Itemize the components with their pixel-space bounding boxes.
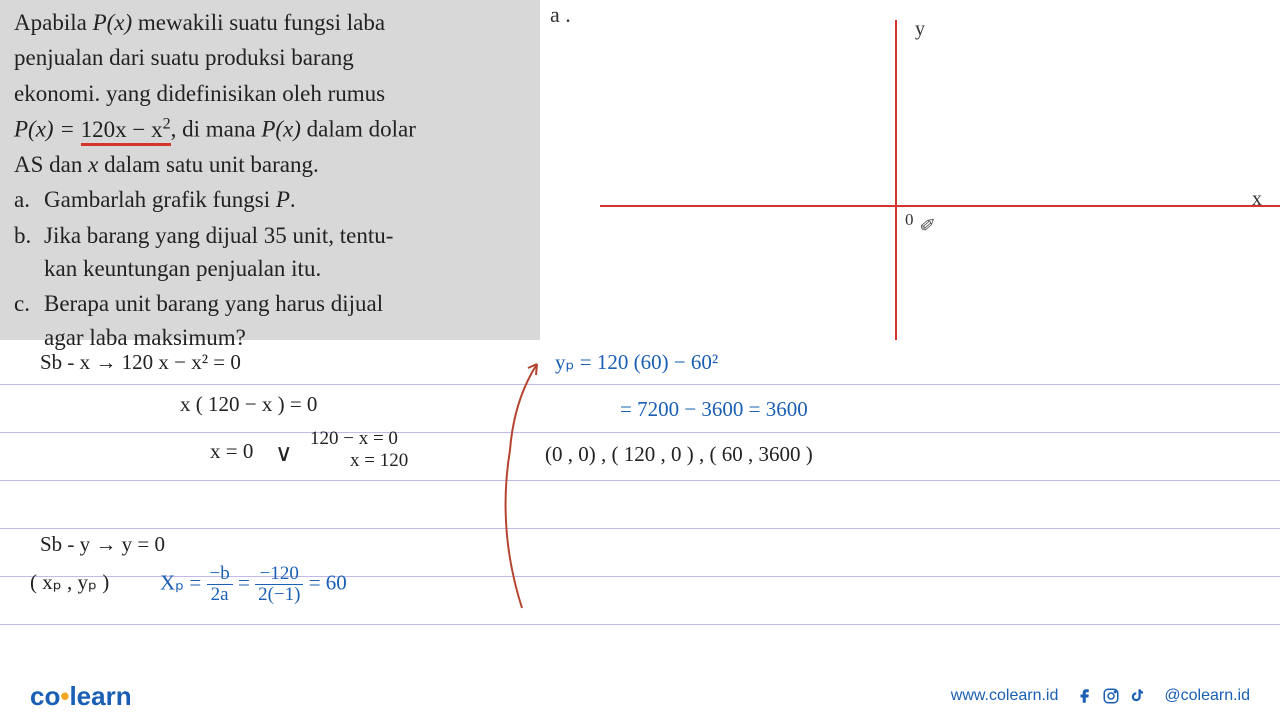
problem-px: P(x) [93,10,133,35]
y-axis [895,20,897,340]
formula-rest: , di mana [171,117,262,142]
item-b: b. Jika barang yang dijual 35 unit, tent… [14,219,526,286]
ruled-line [0,480,1280,481]
work-l5a: ( xₚ , yₚ ) [30,570,109,595]
work-l3b: 120 − x = 0 [310,428,398,450]
ruled-line [0,624,1280,625]
ruled-line [0,384,1280,385]
footer-handle: @colearn.id [1164,687,1250,705]
work-l4: Sb - y → y = 0 [40,532,165,557]
work-l2: x ( 120 − x ) = 0 [180,392,317,417]
footer: co•learn www.colearn.id @colearn.id [0,672,1280,720]
b-text-1: Jika barang yang dijual 35 unit, tentu- [44,219,526,252]
a-text-p: P [276,187,290,212]
logo-learn: learn [69,681,131,711]
tiktok-icon [1128,687,1146,705]
graph-area: a . y x 0 ✏ [540,0,1280,340]
facebook-icon [1076,687,1094,705]
handwritten-work: Sb - x → 120 x − x² = 0 x ( 120 − x ) = … [0,342,1280,672]
problem-intro-1a: Apabila [14,10,93,35]
instagram-icon [1102,687,1120,705]
b-text-2: kan keuntungan penjualan itu. [44,252,526,285]
a-label: a. [14,183,44,216]
problem-intro-3: ekonomi. yang didefinisikan oleh rumus [14,77,526,110]
work-l5b: Xₚ = −b2a = −1202(−1) = 60 [160,564,347,605]
c-text-1: Berapa unit barang yang harus dijual [44,287,526,320]
formula-underlined: 120x − x2 [81,117,171,146]
problem-intro-1b: mewakili suatu fungsi laba [132,10,385,35]
work-r2: = 7200 − 3600 = 3600 [620,397,808,422]
ruled-line [0,528,1280,529]
work-r3: (0 , 0) , ( 120 , 0 ) , ( 60 , 3600 ) [545,442,813,467]
x-axis-label: x [1252,188,1262,211]
work-l3c: x = 120 [350,450,408,472]
work-r1: yₚ = 120 (60) − 60² [555,350,718,375]
a-text: Gambarlah grafik fungsi [44,187,276,212]
y-axis-label: y [915,18,925,41]
colearn-logo: co•learn [30,681,132,712]
formula-rest2: dalam dolar [301,117,416,142]
item-a: a. Gambarlah grafik fungsi P. [14,183,526,216]
logo-co: co [30,681,60,711]
origin-label: 0 [905,210,914,230]
work-l3a: x = 0 [210,439,253,464]
formula-px2: P(x) [261,117,301,142]
intro-5b: dalam satu unit barang. [98,152,318,177]
work-l3or: ∨ [275,439,293,468]
work-l1: Sb - x → 120 x − x² = 0 [40,350,241,375]
x-axis [600,205,1280,207]
formula-px: P(x) = [14,117,81,142]
social-icons [1076,687,1146,705]
footer-url: www.colearn.id [951,687,1059,705]
intro-5a: AS dan [14,152,88,177]
arrow-curve [492,350,552,610]
problem-text: Apabila P(x) mewakili suatu fungsi laba … [0,0,540,340]
part-a-label: a . [550,2,571,28]
problem-intro-2: penjualan dari suatu produksi barang [14,41,526,74]
intro-5x: x [88,152,98,177]
ruled-line [0,432,1280,433]
b-label: b. [14,219,44,286]
pencil-icon: ✏ [914,210,943,240]
